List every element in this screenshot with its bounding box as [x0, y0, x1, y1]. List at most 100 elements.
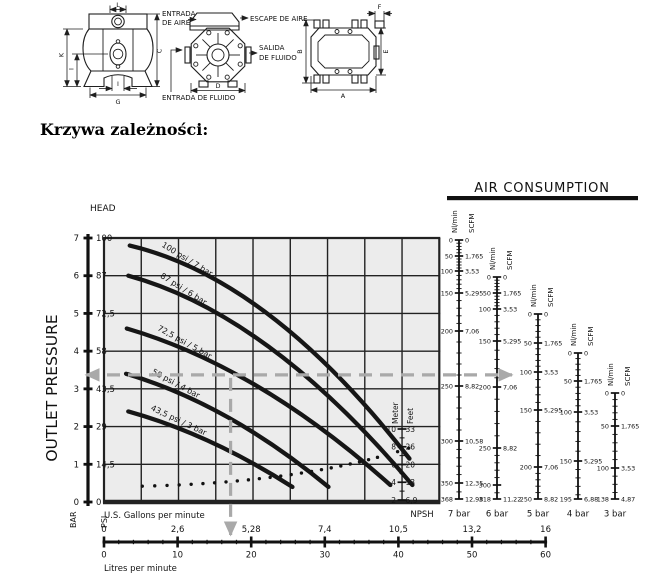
air-nlmin-unit: Nl/min — [570, 323, 578, 346]
air-scfm-value: 6,88 — [584, 496, 598, 504]
npsh-meter-value: 4 — [391, 478, 396, 487]
air-nlmin-value: 100 — [520, 369, 532, 377]
air-nlmin-value: 50 — [524, 340, 532, 348]
npsh-scale: 10 33 8 26 6 20 4 13 2 6,9 — [386, 425, 417, 505]
bar-tick-label: 0 — [74, 498, 79, 508]
air-consumption-title: AIR CONSUMPTION — [474, 181, 609, 196]
gallons-tick-label: 7,4 — [318, 525, 332, 535]
air-scale-name: 7 bar — [448, 510, 471, 520]
air-consumption-scales: 0 0 50 1,765 100 3,53 150 5,295 200 7,06 250 8,82 30… — [441, 210, 640, 519]
dim-label-L: L — [116, 1, 120, 9]
air-nlmin-unit: Nl/min — [530, 284, 538, 307]
npsh-feet-value: 33 — [406, 425, 416, 434]
air-scfm-value: 10,58 — [465, 438, 483, 446]
air-scale-name: 4 bar — [567, 510, 590, 520]
air-nlmin-value: 200 — [441, 328, 453, 336]
npsh-meter-value: 10 — [386, 425, 396, 434]
air-scfm-unit: SCFM — [587, 327, 595, 346]
psi-tick-label: 0 — [96, 498, 101, 508]
face-foot-right — [227, 80, 238, 88]
fluid-inlet-arrow — [170, 47, 183, 92]
bar-tick-label: 2 — [74, 423, 79, 433]
side-bolts — [334, 29, 353, 74]
air-nlmin-unit: Nl/min — [607, 363, 615, 386]
gallons-tick-label: 2,6 — [171, 525, 185, 535]
air-nlmin-value: 50 — [564, 378, 572, 386]
example-guide-arrows — [84, 368, 514, 537]
dim-label-I-side: I — [68, 68, 76, 70]
air-nlmin-value: 0 — [568, 350, 572, 358]
bar-tick-label: 7 — [74, 234, 79, 244]
npsh-meter-value: 8 — [391, 443, 396, 452]
npsh-dot — [395, 449, 400, 454]
flow-axis: 0 0 2,6 10 5,28 20 7,4 30 10,5 40 13,2 50 16 60 — [101, 525, 551, 561]
dim-label-B: B — [296, 49, 304, 53]
npsh-dot — [201, 481, 205, 486]
air-scfm-value: 8,82 — [544, 496, 558, 504]
front-muffler-outer — [111, 14, 125, 29]
litres-tick-label: 20 — [246, 551, 257, 561]
label-fluid-outlet-line1: SALIDA — [259, 44, 285, 52]
air-nlmin-value: 50 — [483, 290, 491, 298]
air-nlmin-value: 300 — [479, 482, 491, 490]
air-nlmin-value: 200 — [520, 464, 532, 472]
air-nlmin-value: 150 — [560, 458, 572, 466]
psi-tick-label: 29 — [96, 423, 107, 433]
npsh-dot — [165, 483, 169, 488]
section-heading: Krzywa zależności: — [40, 120, 208, 139]
air-scfm-value: 3,53 — [621, 465, 635, 473]
bar-tick-label: 3 — [74, 385, 79, 395]
npsh-dot — [309, 469, 314, 474]
pump-side-view: B E F A — [296, 3, 392, 100]
psi-tick-label: 87 — [96, 272, 107, 282]
npsh-dot — [348, 462, 352, 466]
npsh-dot — [235, 479, 240, 483]
npsh-label: NPSH — [410, 510, 433, 520]
air-scfm-value: 0 — [621, 390, 625, 398]
air-nlmin-value: 318 — [479, 496, 491, 504]
gallons-tick-label: 10,5 — [389, 525, 408, 535]
air-scfm-value: 0 — [503, 274, 507, 282]
outlet-pressure-axis-title: OUTLET PRESSURE — [43, 314, 61, 461]
air-scale-name: 5 bar — [527, 510, 550, 520]
air-nlmin-value: 0 — [605, 390, 609, 398]
gallons-tick-label: 0 — [101, 525, 106, 535]
air-nlmin-value: 50 — [601, 423, 609, 431]
air-scfm-value: 1,765 — [465, 253, 483, 261]
air-scfm-unit: SCFM — [506, 251, 514, 270]
front-bolt-top — [115, 39, 121, 44]
air-scfm-unit: SCFM — [547, 288, 555, 307]
bar-unit-label: BAR — [69, 511, 78, 528]
litres-tick-label: 50 — [467, 551, 478, 561]
bar-tick-label: 4 — [74, 347, 79, 357]
npsh-dot — [212, 481, 217, 485]
air-consumption-underline — [447, 196, 638, 201]
curve-path — [123, 371, 331, 490]
gallons-tick-label: 16 — [540, 525, 551, 535]
front-center-boss — [109, 42, 127, 66]
air-nlmin-value: 100 — [597, 465, 609, 473]
air-nlmin-value: 195 — [560, 496, 572, 504]
face-port-right — [245, 46, 252, 64]
psi-tick-label: 58 — [96, 347, 107, 357]
npsh-dot — [299, 471, 304, 475]
air-nlmin-unit: Nl/min — [451, 210, 459, 233]
air-nlmin-value: 0 — [487, 274, 491, 282]
psi-unit-label: PSI — [100, 516, 109, 528]
face-bolts — [193, 30, 243, 80]
air-nlmin-value: 250 — [479, 445, 491, 453]
air-nlmin-value: 368 — [441, 496, 453, 504]
front-bolt-bottom — [115, 64, 121, 69]
air-scfm-value: 4,87 — [621, 496, 635, 504]
label-air-inlet-line1: ENTRADA — [162, 10, 196, 18]
dim-label-C: C — [156, 48, 164, 53]
litres-tick-label: 60 — [540, 551, 551, 561]
air-nlmin-value: 300 — [441, 438, 453, 446]
psi-tick-label: 43,5 — [96, 385, 115, 395]
npsh-feet-value: 20 — [406, 460, 416, 469]
npsh-feet-value: 13 — [406, 478, 416, 487]
npsh-dotted-curve — [140, 446, 411, 488]
bar-tick-label: 5 — [74, 309, 79, 319]
